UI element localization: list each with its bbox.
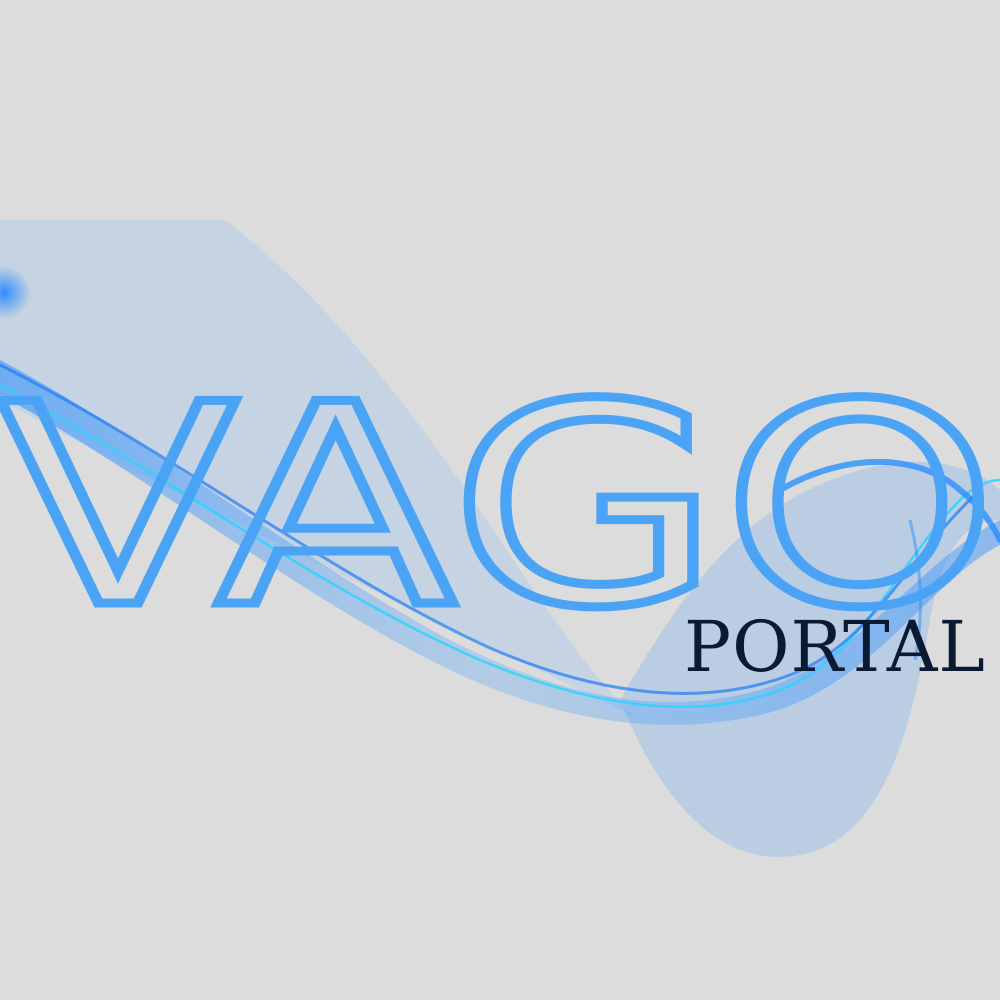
logo-wordmark: VAGO [0, 341, 1000, 674]
wave-sheet-lower [620, 461, 1000, 858]
wave-line-curl [777, 458, 1000, 543]
logo-text: VAGO [0, 345, 998, 669]
wave-line-curl-inner [908, 519, 922, 661]
logo-subtitle: PORTAL [684, 606, 986, 688]
wave-line-secondary [0, 363, 977, 695]
wave-line-bright [0, 383, 1000, 709]
